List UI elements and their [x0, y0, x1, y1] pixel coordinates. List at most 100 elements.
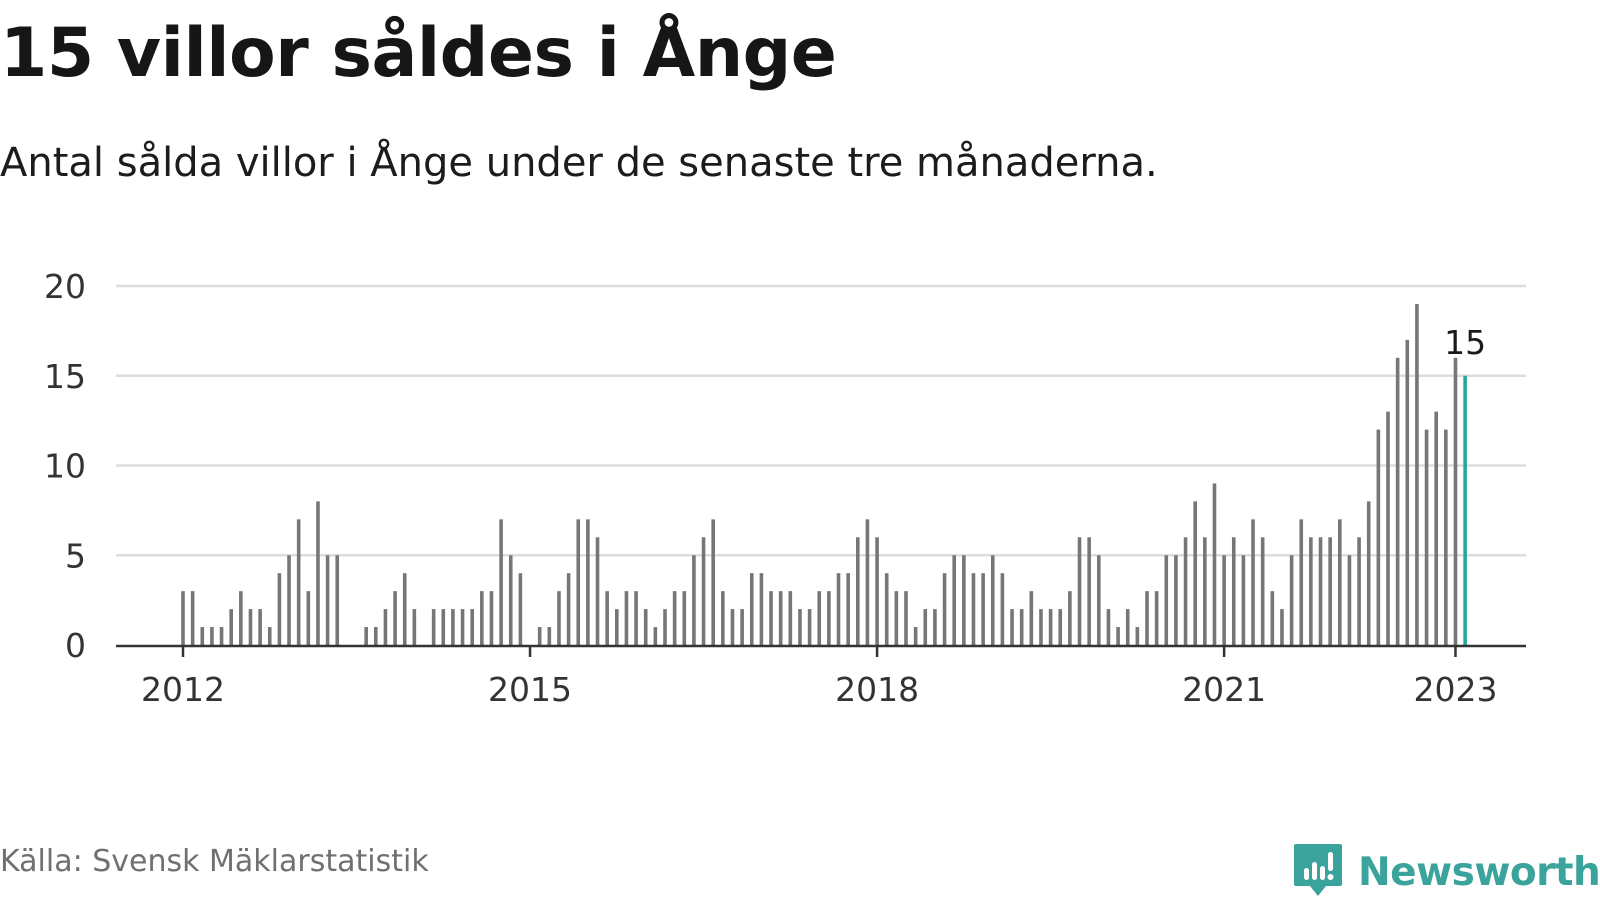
bar [971, 573, 976, 645]
bar [827, 591, 831, 645]
bar [672, 591, 677, 645]
bar [200, 627, 205, 645]
bar [624, 591, 629, 645]
bar [807, 609, 812, 645]
bar [1125, 609, 1130, 645]
bar [325, 555, 330, 645]
bar [836, 573, 841, 645]
bar [335, 555, 340, 645]
bar [1241, 555, 1246, 645]
bar [711, 519, 715, 645]
bar [1415, 303, 1419, 645]
bar [508, 555, 513, 645]
bar [1193, 501, 1197, 645]
bar [615, 609, 619, 645]
bar [316, 501, 320, 645]
bar-chart: 0 5 10 15 20 2012 2015 2018 2021 2023 15 [44, 267, 1526, 709]
bar [586, 519, 590, 645]
bar [537, 627, 542, 645]
bar [576, 519, 581, 645]
bar [412, 609, 417, 645]
bar [962, 555, 966, 645]
bar [1222, 555, 1226, 645]
bar [894, 591, 899, 645]
bar-highlight [1463, 375, 1467, 645]
bar [1318, 537, 1323, 645]
last-value-label: 15 [1444, 323, 1486, 362]
bar [1386, 411, 1390, 645]
x-tick-label: 2023 [1413, 670, 1497, 709]
brand[interactable]: Newsworthy [1292, 844, 1600, 900]
bar [1357, 537, 1361, 645]
bar [1097, 555, 1101, 645]
bars [181, 303, 1467, 645]
brand-name: Newsworthy [1358, 849, 1600, 895]
bar [1077, 537, 1082, 645]
bar [701, 537, 706, 645]
bar [1116, 627, 1120, 645]
bar [1019, 609, 1024, 645]
bar [239, 591, 243, 645]
bar [952, 555, 956, 645]
bar [1029, 591, 1034, 645]
bar [402, 573, 407, 645]
bar [470, 609, 474, 645]
bar [287, 555, 291, 645]
x-tick-label: 2018 [835, 670, 919, 709]
bar [210, 627, 214, 645]
bar [865, 519, 870, 645]
bar [904, 591, 908, 645]
bar [1270, 591, 1275, 645]
bar [798, 609, 802, 645]
bar [181, 591, 185, 645]
bar [1309, 537, 1313, 645]
bar [1299, 519, 1304, 645]
bar [1347, 555, 1352, 645]
bar [788, 591, 793, 645]
bar [1164, 555, 1169, 645]
bar [1453, 357, 1458, 645]
bar [566, 573, 571, 645]
bar [1405, 339, 1410, 645]
bar [518, 573, 523, 645]
bar [1376, 429, 1381, 645]
bar [1135, 627, 1140, 645]
bar [875, 537, 879, 645]
y-tick-label: 0 [65, 626, 86, 665]
y-tick-label: 10 [44, 447, 86, 486]
bar [846, 573, 850, 645]
bar [1424, 429, 1429, 645]
bar [769, 591, 773, 645]
bar [856, 537, 860, 645]
bar [1000, 573, 1005, 645]
bar [441, 609, 446, 645]
bar [1087, 537, 1091, 645]
bar [393, 591, 397, 645]
x-tick-label: 2015 [488, 670, 572, 709]
newsworthy-logo-icon [1294, 844, 1342, 896]
bar [451, 609, 455, 645]
bar [1328, 537, 1332, 645]
bar [248, 609, 253, 645]
bar [1444, 429, 1448, 645]
bar [730, 609, 735, 645]
bar [981, 573, 985, 645]
bar [499, 519, 503, 645]
bar [817, 591, 822, 645]
y-axis-tick-labels: 0 5 10 15 20 [44, 267, 86, 665]
bar [933, 609, 937, 645]
bar [296, 519, 301, 645]
bar [1231, 537, 1236, 645]
bar [682, 591, 687, 645]
bar [634, 591, 638, 645]
bar [1366, 501, 1371, 645]
bar [557, 591, 561, 645]
source-note: Källa: Svensk Mäklarstatistik [0, 844, 429, 879]
x-axis-tick-labels: 2012 2015 2018 2021 2023 [141, 645, 1497, 709]
bar [595, 537, 600, 645]
bar [759, 573, 764, 645]
bar [913, 627, 918, 645]
bar [1338, 519, 1342, 645]
bar [1289, 555, 1294, 645]
chart-title: 15 villor såldes i Ånge [0, 14, 837, 93]
